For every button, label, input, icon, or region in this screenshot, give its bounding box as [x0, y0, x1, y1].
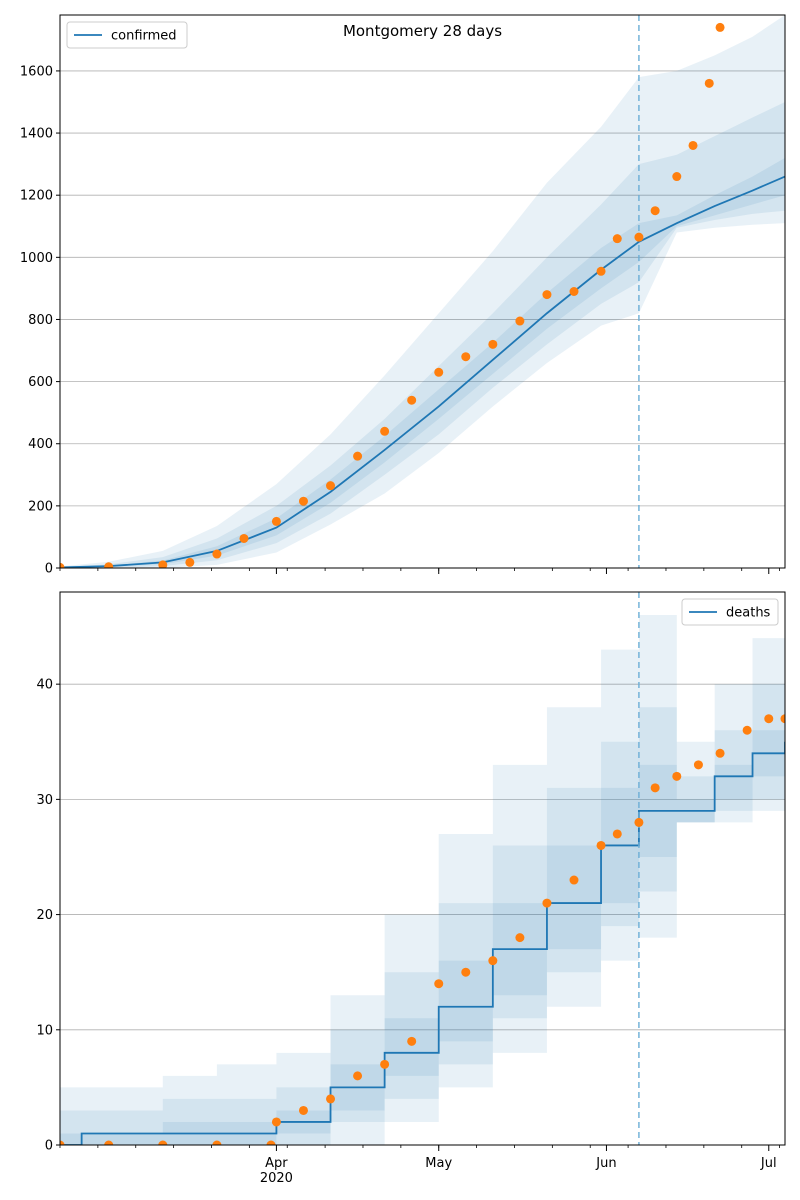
observed-point [672, 771, 682, 781]
observed-point [672, 172, 682, 182]
model-line [60, 175, 785, 568]
y-tick-label: 0 [45, 1139, 53, 1154]
observed-point [650, 206, 660, 216]
observed-point [326, 481, 336, 491]
observed-point [542, 290, 552, 300]
observed-point [158, 560, 168, 568]
y-tick-label: 200 [28, 499, 53, 514]
observed-point [569, 287, 579, 296]
observed-point [715, 22, 725, 32]
axes-frame [59, 14, 786, 569]
uncertainty-band-middle [60, 101, 785, 568]
y-tick-label: 20 [36, 908, 53, 923]
x-tick-label: Apr [265, 1156, 288, 1171]
chart-title: Montgomery 28 days [343, 22, 502, 40]
legend-box [66, 21, 188, 49]
y-tick-label: 1000 [20, 251, 53, 266]
uncertainty-band-outer [60, 592, 785, 1145]
uncertainty-band-middle [60, 649, 785, 1145]
observed-point [612, 234, 622, 244]
observed-point [212, 1140, 222, 1145]
observed-point [434, 979, 444, 989]
y-tick-label: 0 [45, 562, 53, 577]
x-tick-label: Jun [595, 1156, 616, 1171]
observed-point [742, 725, 752, 735]
model-line [60, 741, 785, 1145]
observed-point [434, 367, 444, 377]
y-tick-label: 10 [36, 1023, 53, 1038]
legend: deaths [681, 598, 779, 626]
plot-area [60, 592, 785, 1145]
uncertainty-band-inner [60, 707, 785, 1145]
y-tick-label: 600 [28, 375, 53, 390]
observed-point [380, 1059, 390, 1069]
observed-point [353, 451, 363, 461]
observed-point [380, 426, 390, 436]
observed-point [461, 967, 471, 977]
observed-point [596, 840, 606, 850]
observed-point [650, 783, 660, 793]
observed-point [298, 1105, 308, 1115]
y-tick-label: 1400 [20, 127, 53, 142]
uncertainty-band-outer [60, 15, 785, 568]
observed-point [461, 352, 471, 362]
uncertainty-band-inner [60, 157, 785, 568]
observed-point [326, 1094, 336, 1104]
observed-point [271, 1117, 281, 1127]
observed-point [298, 496, 308, 506]
observed-point [764, 714, 774, 724]
x-tick-label: Jul [760, 1156, 777, 1171]
observed-point [488, 956, 498, 966]
legend-box [681, 598, 779, 626]
observed-point [780, 714, 785, 724]
observed-point [104, 1140, 114, 1145]
observed-point [239, 533, 249, 543]
legend-label: confirmed [111, 29, 177, 44]
plot-area [60, 15, 785, 568]
observed-point [60, 562, 65, 568]
observed-point [212, 549, 222, 559]
y-tick-label: 1600 [20, 64, 53, 79]
observed-point [158, 1140, 168, 1145]
axes-frame [59, 591, 786, 1146]
x-tick-sublabel: 2020 [260, 1171, 293, 1186]
observed-point [634, 817, 644, 827]
observed-point [104, 562, 114, 568]
observed-point [715, 748, 725, 758]
legend-label: deaths [726, 606, 771, 621]
observed-point [515, 933, 525, 943]
observed-point [596, 266, 606, 276]
observed-point [185, 557, 195, 567]
observed-point [515, 316, 525, 326]
y-tick-label: 800 [28, 313, 53, 328]
observed-point [688, 140, 698, 150]
y-tick-label: 1200 [20, 189, 53, 204]
observed-point [353, 1071, 363, 1081]
observed-point [271, 516, 281, 526]
observed-point [634, 232, 644, 242]
observed-point [693, 760, 703, 770]
y-tick-label: 30 [36, 793, 53, 808]
x-tick-label: May [425, 1156, 452, 1171]
observed-point [612, 829, 622, 839]
observed-point [266, 1140, 276, 1145]
legend: confirmed [66, 21, 188, 49]
observed-point [542, 898, 552, 908]
observed-point [60, 1140, 65, 1145]
observed-point [569, 875, 579, 885]
y-tick-label: 40 [36, 678, 53, 693]
y-tick-label: 400 [28, 437, 53, 452]
observed-point [704, 78, 714, 88]
observed-point [407, 395, 417, 405]
observed-point [488, 339, 498, 349]
observed-point [407, 1036, 417, 1046]
confirmed-panel: 0 200 400 600 800 1000 1200 1400 1600 Montgomery … [20, 14, 786, 577]
